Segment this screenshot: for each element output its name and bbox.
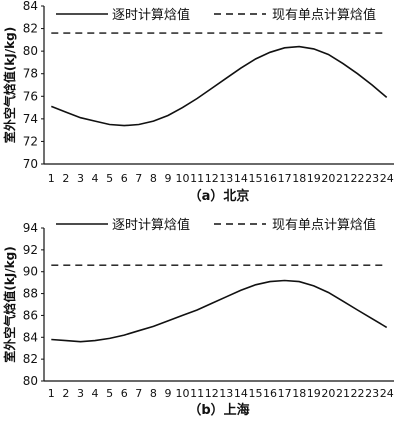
x-tick-label: 19 — [307, 172, 321, 185]
x-tick-label: 13 — [219, 387, 233, 400]
chart-caption: （b）上海 — [188, 402, 249, 418]
x-tick-label: 20 — [321, 387, 335, 400]
x-tick-label: 3 — [77, 172, 84, 185]
x-tick-label: 1 — [48, 387, 55, 400]
series-line-hourly — [51, 281, 386, 342]
x-tick-label: 19 — [307, 387, 321, 400]
x-tick-label: 24 — [380, 387, 394, 400]
x-tick-label: 10 — [176, 387, 190, 400]
x-tick-label: 8 — [150, 172, 157, 185]
x-tick-label: 9 — [164, 387, 171, 400]
x-tick-label: 11 — [190, 387, 204, 400]
x-tick-label: 7 — [135, 387, 142, 400]
x-tick-label: 2 — [62, 387, 69, 400]
chart-caption: （a）北京 — [189, 188, 250, 204]
y-tick-label: 92 — [23, 243, 38, 257]
y-tick-label: 80 — [23, 44, 38, 58]
x-tick-label: 21 — [336, 387, 350, 400]
x-tick-label: 2 — [62, 172, 69, 185]
y-axis-label: 室外空气焓值(kJ/kg) — [2, 246, 17, 362]
x-tick-label: 4 — [92, 172, 99, 185]
y-tick-label: 80 — [23, 374, 38, 388]
x-tick-label: 17 — [278, 387, 292, 400]
x-tick-label: 14 — [234, 172, 248, 185]
x-tick-label: 22 — [351, 387, 365, 400]
x-tick-label: 9 — [164, 172, 171, 185]
y-tick-label: 88 — [23, 287, 38, 301]
x-tick-label: 17 — [278, 172, 292, 185]
y-tick-label: 82 — [23, 352, 38, 366]
y-tick-label: 72 — [23, 134, 38, 148]
y-tick-label: 74 — [23, 112, 38, 126]
x-tick-label: 20 — [321, 172, 335, 185]
x-tick-label: 15 — [248, 387, 262, 400]
x-tick-label: 14 — [234, 387, 248, 400]
legend-label: 逐时计算焓值 — [112, 217, 190, 233]
x-tick-label: 22 — [351, 172, 365, 185]
x-tick-label: 18 — [292, 387, 306, 400]
series-line-hourly — [51, 47, 386, 126]
y-tick-label: 82 — [23, 22, 38, 36]
x-tick-label: 11 — [190, 172, 204, 185]
x-tick-label: 16 — [263, 387, 277, 400]
x-tick-label: 24 — [380, 172, 394, 185]
legend-label: 现有单点计算焓值 — [272, 7, 376, 23]
x-tick-label: 15 — [248, 172, 262, 185]
x-tick-label: 1 — [48, 172, 55, 185]
x-tick-label: 10 — [176, 172, 190, 185]
x-tick-label: 5 — [106, 387, 113, 400]
y-tick-label: 78 — [23, 67, 38, 81]
x-tick-label: 21 — [336, 172, 350, 185]
x-tick-label: 5 — [106, 172, 113, 185]
x-tick-label: 3 — [77, 387, 84, 400]
y-tick-label: 84 — [23, 0, 38, 13]
x-tick-label: 4 — [92, 387, 99, 400]
y-tick-label: 90 — [23, 265, 38, 279]
x-tick-label: 12 — [205, 172, 219, 185]
y-tick-label: 70 — [23, 157, 38, 171]
x-tick-label: 23 — [365, 172, 379, 185]
x-tick-label: 13 — [219, 172, 233, 185]
x-tick-label: 16 — [263, 172, 277, 185]
y-tick-label: 86 — [23, 308, 38, 322]
y-axis-label: 室外空气焓值(kJ/kg) — [2, 27, 17, 143]
x-tick-label: 18 — [292, 172, 306, 185]
x-tick-label: 23 — [365, 387, 379, 400]
y-tick-label: 84 — [23, 330, 38, 344]
x-tick-label: 6 — [121, 172, 128, 185]
x-tick-label: 7 — [135, 172, 142, 185]
y-tick-label: 94 — [23, 221, 38, 235]
legend-label: 逐时计算焓值 — [112, 7, 190, 23]
x-tick-label: 8 — [150, 387, 157, 400]
y-tick-label: 76 — [23, 89, 38, 103]
x-tick-label: 12 — [205, 387, 219, 400]
legend-label: 现有单点计算焓值 — [272, 217, 376, 233]
x-tick-label: 6 — [121, 387, 128, 400]
